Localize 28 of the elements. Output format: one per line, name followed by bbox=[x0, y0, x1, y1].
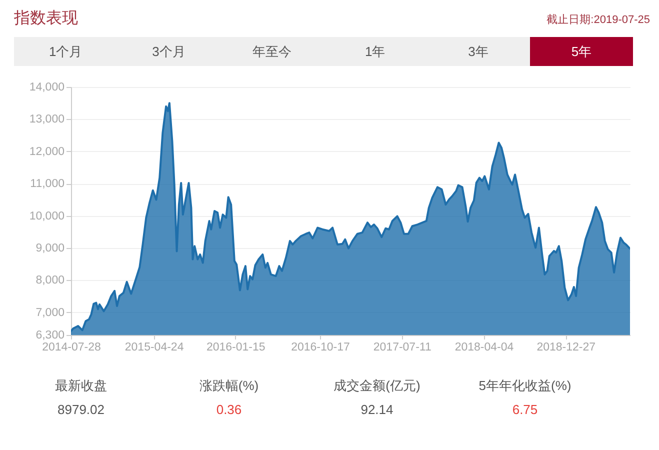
text: 成交金额(亿元) bbox=[332, 377, 422, 395]
y-tick-label: 11,000 bbox=[30, 178, 64, 190]
text: 5年年化收益(%) bbox=[478, 377, 572, 395]
x-tick-label: 2016-10-17 bbox=[291, 342, 350, 354]
text: 涨跌幅(%) bbox=[198, 377, 260, 395]
x-tick-label: 2018-04-04 bbox=[454, 342, 514, 354]
y-tick-label: 8,000 bbox=[36, 274, 64, 287]
tab-bar: 1个月 3个月 年至今 1年 3年 5年 bbox=[14, 37, 633, 66]
text: 8979.02 bbox=[56, 401, 106, 419]
y-tick-label: 12,000 bbox=[29, 146, 64, 158]
y-tick-label: 9,000 bbox=[36, 242, 64, 255]
x-tick-label: 2018-12-27 bbox=[536, 342, 596, 354]
selected-tab: 5年 bbox=[530, 37, 634, 66]
x-tick-label: 2014-07-28 bbox=[42, 342, 101, 354]
x-tick-label: 2016-01-15 bbox=[206, 342, 266, 354]
text: 0.36 bbox=[215, 401, 243, 419]
chart-title: 指数表现 bbox=[14, 8, 78, 29]
text: 6.75 bbox=[511, 401, 539, 419]
y-tick-label: 13,000 bbox=[29, 114, 64, 126]
y-tick-label: 7,000 bbox=[36, 306, 64, 319]
x-tick-label: 2017-07-11 bbox=[373, 342, 432, 354]
x-tick-label: 2015-04-24 bbox=[124, 342, 184, 354]
y-tick-label: 10,000 bbox=[29, 210, 64, 222]
y-tick-label: 6,300 bbox=[36, 330, 64, 342]
chart-subtitle: 截止日期:2019-07-25 bbox=[546, 13, 650, 27]
y-tick-label: 14,000 bbox=[29, 82, 64, 94]
text: 92.14 bbox=[360, 401, 394, 419]
text: 最新收盘 bbox=[54, 377, 108, 395]
